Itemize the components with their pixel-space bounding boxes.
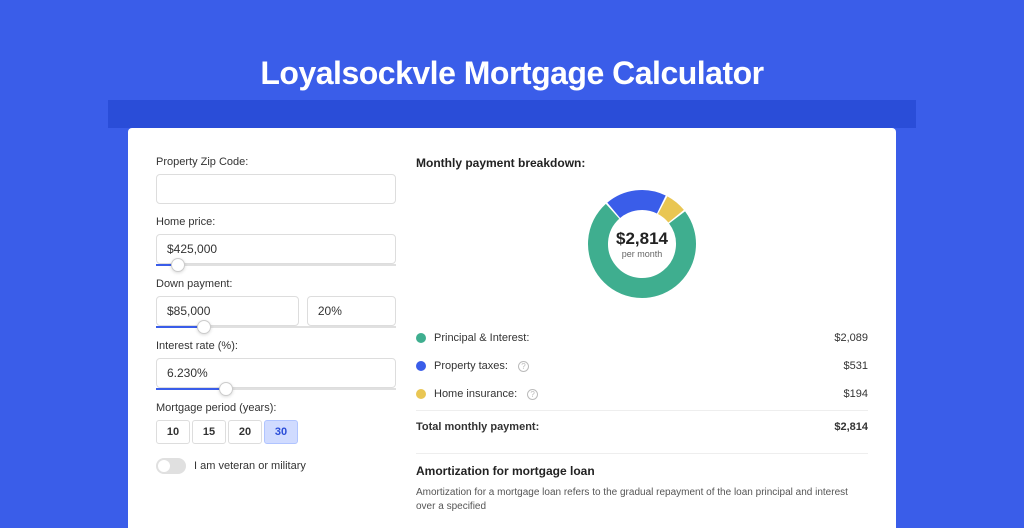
down-payment-slider[interactable]	[156, 326, 396, 328]
breakdown-rows: Principal & Interest: $2,089 Property taxe…	[416, 324, 868, 408]
home-price-slider-thumb[interactable]	[171, 258, 185, 272]
home-price-field: Home price:	[156, 216, 396, 266]
period-btn-15[interactable]: 15	[192, 420, 226, 444]
breakdown-label: Principal & Interest:	[434, 332, 529, 344]
legend-dot	[416, 389, 426, 399]
interest-slider-thumb[interactable]	[219, 382, 233, 396]
amortization-title: Amortization for mortgage loan	[416, 464, 868, 478]
breakdown-row-left: Home insurance:?	[416, 388, 538, 400]
total-row: Total monthly payment: $2,814	[416, 410, 868, 441]
donut-value: $2,814	[616, 229, 668, 249]
amortization-text: Amortization for a mortgage loan refers …	[416, 486, 868, 514]
zip-input[interactable]	[156, 174, 396, 204]
veteran-toggle-knob	[158, 460, 170, 472]
veteran-row: I am veteran or military	[156, 458, 396, 474]
total-label: Total monthly payment:	[416, 421, 539, 433]
breakdown-value: $2,089	[834, 332, 868, 344]
period-btn-30[interactable]: 30	[264, 420, 298, 444]
total-value: $2,814	[834, 421, 868, 433]
interest-slider-fill	[156, 388, 226, 390]
donut-container: $2,814 per month	[416, 182, 868, 306]
interest-label: Interest rate (%):	[156, 340, 396, 352]
period-btn-20[interactable]: 20	[228, 420, 262, 444]
donut-center: $2,814 per month	[616, 229, 668, 259]
down-payment-input[interactable]	[156, 296, 299, 326]
breakdown-column: Monthly payment breakdown: $2,814 per mo…	[416, 156, 868, 528]
zip-label: Property Zip Code:	[156, 156, 396, 168]
home-price-slider[interactable]	[156, 264, 396, 266]
section-divider	[416, 453, 868, 454]
inputs-column: Property Zip Code: Home price: Down paym…	[156, 156, 396, 528]
legend-dot	[416, 333, 426, 343]
period-button-group: 10152030	[156, 420, 396, 444]
donut-slice	[614, 200, 662, 210]
breakdown-row: Principal & Interest: $2,089	[416, 324, 868, 352]
breakdown-value: $194	[844, 388, 868, 400]
breakdown-title: Monthly payment breakdown:	[416, 156, 868, 170]
home-price-input[interactable]	[156, 234, 396, 264]
breakdown-row: Property taxes:? $531	[416, 352, 868, 380]
donut-slice	[663, 205, 676, 216]
interest-slider[interactable]	[156, 388, 396, 390]
breakdown-label: Home insurance:	[434, 388, 517, 400]
zip-field: Property Zip Code:	[156, 156, 396, 204]
down-payment-pct-input[interactable]	[307, 296, 396, 326]
home-price-label: Home price:	[156, 216, 396, 228]
info-icon[interactable]: ?	[518, 361, 529, 372]
down-payment-slider-thumb[interactable]	[197, 320, 211, 334]
interest-field: Interest rate (%):	[156, 340, 396, 390]
interest-input[interactable]	[156, 358, 396, 388]
breakdown-row: Home insurance:? $194	[416, 380, 868, 408]
down-payment-label: Down payment:	[156, 278, 396, 290]
legend-dot	[416, 361, 426, 371]
header-accent-bar	[108, 100, 916, 128]
info-icon[interactable]: ?	[527, 389, 538, 400]
donut-chart: $2,814 per month	[580, 182, 704, 306]
calculator-card: Property Zip Code: Home price: Down paym…	[128, 128, 896, 528]
veteran-label: I am veteran or military	[194, 460, 306, 472]
breakdown-row-left: Property taxes:?	[416, 360, 529, 372]
breakdown-row-left: Principal & Interest:	[416, 332, 529, 344]
period-label: Mortgage period (years):	[156, 402, 396, 414]
period-field: Mortgage period (years): 10152030	[156, 402, 396, 444]
period-btn-10[interactable]: 10	[156, 420, 190, 444]
donut-sub: per month	[616, 249, 668, 259]
breakdown-value: $531	[844, 360, 868, 372]
page-title: Loyalsockvle Mortgage Calculator	[0, 55, 1024, 92]
down-payment-field: Down payment:	[156, 278, 396, 328]
veteran-toggle[interactable]	[156, 458, 186, 474]
breakdown-label: Property taxes:	[434, 360, 508, 372]
